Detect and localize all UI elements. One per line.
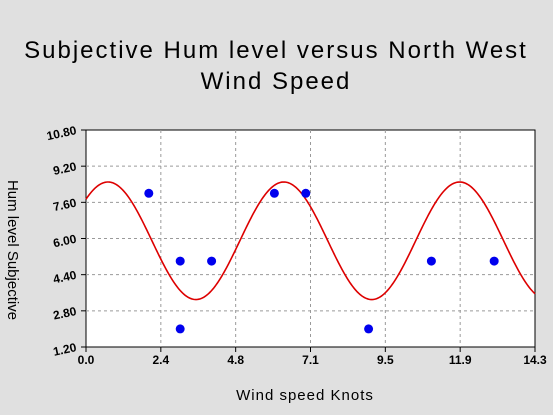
data-point [269, 188, 279, 198]
y-axis-label: Hum level Subjective [4, 180, 21, 320]
x-tick-label: 9.5 [377, 353, 394, 367]
data-point [175, 324, 185, 334]
data-point [144, 188, 154, 198]
y-tick-label: 4.40 [52, 268, 78, 287]
fit-line [85, 181, 536, 301]
y-tick-label: 10.80 [45, 123, 78, 143]
y-tick-label: 7.60 [52, 196, 78, 215]
x-tick-label: 7.1 [302, 353, 319, 367]
x-tick-label: 2.4 [152, 353, 169, 367]
grid [86, 130, 535, 347]
scatter-points [144, 188, 499, 334]
x-tick-label: 0.0 [78, 353, 95, 367]
data-point [301, 188, 311, 198]
data-point [364, 324, 374, 334]
x-tick-label: 11.9 [449, 353, 472, 367]
fit-curve [85, 181, 536, 301]
y-tick-label: 2.80 [52, 304, 78, 323]
chart-title-line-2: Wind Speed [201, 68, 352, 95]
x-tick-label: 14.3 [523, 353, 547, 367]
y-tick-label: 9.20 [52, 159, 78, 178]
chart-title-line-1: Subjective Hum level versus North West [24, 37, 528, 64]
y-axis-ticks: 1.20 2.80 4.40 6.00 7.60 9.20 10.80 [45, 123, 86, 359]
x-axis-label: Wind speed Knots [236, 387, 374, 404]
data-point [175, 256, 185, 266]
data-point [426, 256, 436, 266]
data-point [489, 256, 499, 266]
y-tick-label: 1.20 [52, 340, 78, 359]
x-tick-label: 4.8 [227, 353, 244, 367]
y-tick-label: 6.00 [52, 232, 78, 251]
x-axis-ticks: 0.0 2.4 4.8 7.1 9.5 11.9 14.3 [78, 347, 547, 367]
data-point [207, 256, 217, 266]
